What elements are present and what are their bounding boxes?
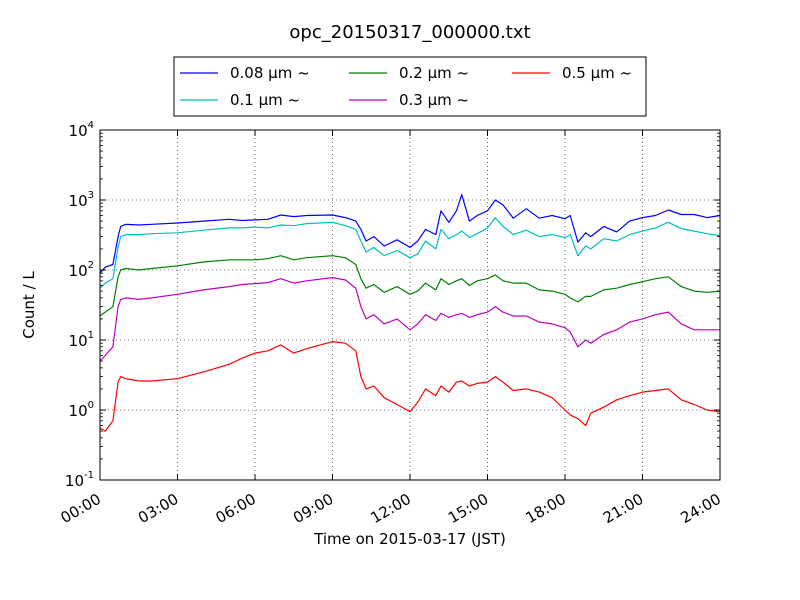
- y-tick-label: 103: [69, 190, 94, 210]
- y-tick-label: 102: [69, 260, 94, 280]
- legend-label-1: 0.1 μm ~: [230, 91, 300, 109]
- series-line-2: [99, 255, 721, 317]
- axis-ticks: [99, 129, 721, 481]
- x-axis-label: Time on 2015-03-17 (JST): [313, 530, 506, 548]
- y-tick-exponent: 2: [88, 260, 94, 271]
- series-line-1: [99, 217, 721, 289]
- legend: 0.08 μm ~ 0.1 μm ~ 0.2 μm ~ 0.3 μm ~ 0.5 μm …: [173, 56, 647, 117]
- y-tick-base: 10: [69, 122, 88, 140]
- y-tick-label: 100: [69, 400, 94, 420]
- y-tick-base: 10: [69, 192, 88, 210]
- series-lines: [99, 193, 721, 432]
- y-tick-exponent: -1: [84, 470, 94, 481]
- legend-label-2: 0.2 μm ~: [399, 64, 469, 82]
- legend-frame: [173, 56, 647, 117]
- y-tick-base: 10: [69, 332, 88, 350]
- y-tick-exponent: 4: [88, 120, 94, 131]
- series-line-0: [99, 193, 721, 274]
- y-tick-base: 10: [69, 402, 88, 420]
- grid: [100, 130, 720, 480]
- legend-items: 0.08 μm ~ 0.1 μm ~ 0.2 μm ~ 0.3 μm ~ 0.5 μm …: [180, 64, 632, 109]
- y-tick-exponent: 3: [88, 190, 94, 201]
- legend-label-0: 0.08 μm ~: [230, 64, 310, 82]
- y-tick-base: 10: [65, 472, 84, 490]
- y-tick-exponent: 0: [88, 400, 94, 411]
- series-line-4: [99, 341, 721, 432]
- chart-title: opc_20150317_000000.txt: [289, 22, 530, 43]
- y-tick-label: 10-1: [65, 470, 94, 490]
- legend-label-3: 0.3 μm ~: [399, 91, 469, 109]
- y-axis-label: Count / L: [20, 271, 38, 339]
- y-tick-label: 104: [69, 120, 94, 140]
- y-tick-base: 10: [69, 262, 88, 280]
- legend-label-4: 0.5 μm ~: [562, 64, 632, 82]
- y-tick-exponent: 1: [88, 330, 94, 341]
- y-tick-label: 101: [69, 330, 94, 350]
- series-line-3: [99, 277, 720, 362]
